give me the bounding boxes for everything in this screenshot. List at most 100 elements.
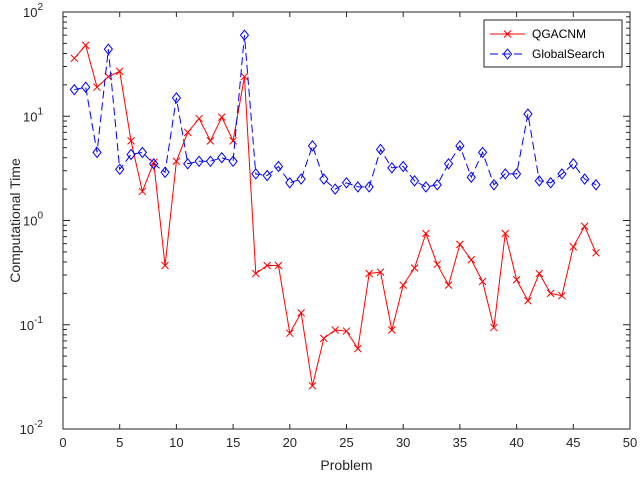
data-point-qgacnm: [478, 277, 487, 286]
data-point-globalsearch: [228, 155, 238, 168]
data-point-globalsearch: [534, 175, 544, 187]
data-point-qgacnm: [274, 261, 283, 270]
data-point-globalsearch: [92, 146, 102, 159]
data-point-globalsearch: [285, 176, 295, 189]
data-point-qgacnm: [229, 137, 237, 145]
data-point-globalsearch: [443, 157, 454, 170]
data-point-qgacnm: [308, 381, 317, 390]
data-point-globalsearch: [511, 168, 522, 180]
x-tick-label: 40: [509, 435, 523, 450]
data-point-globalsearch: [353, 181, 363, 193]
legend-marker-qgacnm: [503, 30, 512, 38]
data-point-globalsearch: [341, 176, 352, 189]
legend-marker-symbol: [503, 30, 512, 38]
data-point-globalsearch: [183, 157, 193, 170]
data-point-qgacnm: [217, 113, 226, 122]
y-axis-label: Computational Time: [7, 158, 23, 283]
y-tick-exponent: 2: [37, 2, 43, 13]
data-point-qgacnm: [93, 83, 101, 92]
x-tick-label: 10: [169, 435, 183, 450]
data-point-globalsearch: [205, 155, 216, 168]
y-tick-base: 10: [20, 422, 34, 437]
data-point-globalsearch: [489, 179, 499, 191]
data-point-qgacnm: [161, 261, 169, 270]
y-tick-base: 10: [23, 109, 37, 124]
data-point-qgacnm: [297, 309, 305, 317]
y-tick-exponent: -2: [34, 419, 43, 430]
data-point-globalsearch: [273, 160, 284, 173]
data-point-qgacnm: [433, 260, 442, 269]
legend-box: [483, 19, 623, 68]
x-axis-label: Problem: [320, 457, 372, 473]
data-point-globalsearch: [466, 171, 476, 184]
data-point-qgacnm: [546, 289, 555, 298]
y-tick-base: 10: [23, 5, 37, 20]
data-point-qgacnm: [206, 137, 215, 145]
data-point-globalsearch: [432, 179, 442, 191]
x-tick-label: 0: [59, 435, 66, 450]
data-point-globalsearch: [262, 169, 272, 182]
series-qgacnm: [70, 41, 600, 390]
data-point-qgacnm: [365, 269, 374, 278]
y-tick-base: 10: [23, 214, 37, 229]
data-point-qgacnm: [172, 157, 181, 166]
x-tick-label: 15: [226, 435, 240, 450]
data-point-qgacnm: [501, 229, 510, 238]
data-point-globalsearch: [500, 168, 510, 180]
x-tick-label: 25: [339, 435, 353, 450]
legend-entry-globalsearch: GlobalSearch: [490, 47, 605, 61]
y-tick-exponent: -1: [34, 315, 43, 326]
legend-entry-qgacnm: QGACNM: [490, 27, 586, 41]
legend-marker-symbol: [502, 48, 513, 60]
y-tick-label: 101: [23, 106, 43, 124]
series-line-globalsearch: [74, 35, 597, 190]
x-tick-label: 50: [623, 435, 637, 450]
x-tick-label: 35: [453, 435, 467, 450]
data-point-qgacnm: [319, 334, 328, 343]
legend-label-qgacnm: QGACNM: [532, 27, 586, 41]
data-point-qgacnm: [490, 323, 498, 332]
data-point-globalsearch: [523, 108, 533, 120]
data-point-globalsearch: [160, 166, 170, 179]
series-globalsearch: [69, 29, 601, 195]
data-point-globalsearch: [409, 175, 420, 187]
data-point-globalsearch: [545, 176, 556, 189]
legend: QGACNM GlobalSearch: [483, 19, 623, 68]
data-point-globalsearch: [137, 146, 148, 159]
data-point-qgacnm: [285, 329, 294, 338]
data-point-qgacnm: [410, 264, 419, 272]
data-point-qgacnm: [512, 275, 521, 284]
y-tick-label: 10-2: [20, 419, 44, 437]
data-point-globalsearch: [126, 148, 136, 161]
data-point-qgacnm: [183, 128, 192, 137]
data-point-qgacnm: [422, 229, 430, 238]
data-point-globalsearch: [171, 92, 182, 104]
data-point-globalsearch: [568, 157, 578, 170]
y-tick-label: 10-1: [20, 315, 44, 333]
data-point-qgacnm: [467, 255, 476, 264]
legend-marker-globalsearch: [502, 48, 513, 60]
data-point-qgacnm: [444, 281, 453, 289]
data-point-globalsearch: [194, 155, 204, 168]
data-point-qgacnm: [388, 326, 396, 334]
data-point-globalsearch: [330, 183, 340, 195]
y-tick-exponent: 0: [37, 211, 43, 222]
data-point-globalsearch: [557, 168, 567, 180]
data-point-globalsearch: [69, 83, 79, 96]
data-point-qgacnm: [195, 114, 203, 123]
data-point-globalsearch: [455, 140, 465, 152]
data-point-qgacnm: [331, 326, 340, 334]
y-tick-label: 102: [23, 2, 43, 20]
data-point-globalsearch: [307, 140, 318, 152]
data-point-qgacnm: [558, 291, 566, 300]
legend-label-globalsearch: GlobalSearch: [532, 47, 605, 61]
data-point-qgacnm: [524, 296, 532, 305]
data-point-qgacnm: [240, 72, 249, 81]
data-point-qgacnm: [376, 268, 385, 276]
data-point-globalsearch: [477, 146, 488, 159]
data-point-globalsearch: [579, 173, 590, 185]
data-point-qgacnm: [81, 41, 90, 50]
data-point-qgacnm: [569, 242, 578, 251]
